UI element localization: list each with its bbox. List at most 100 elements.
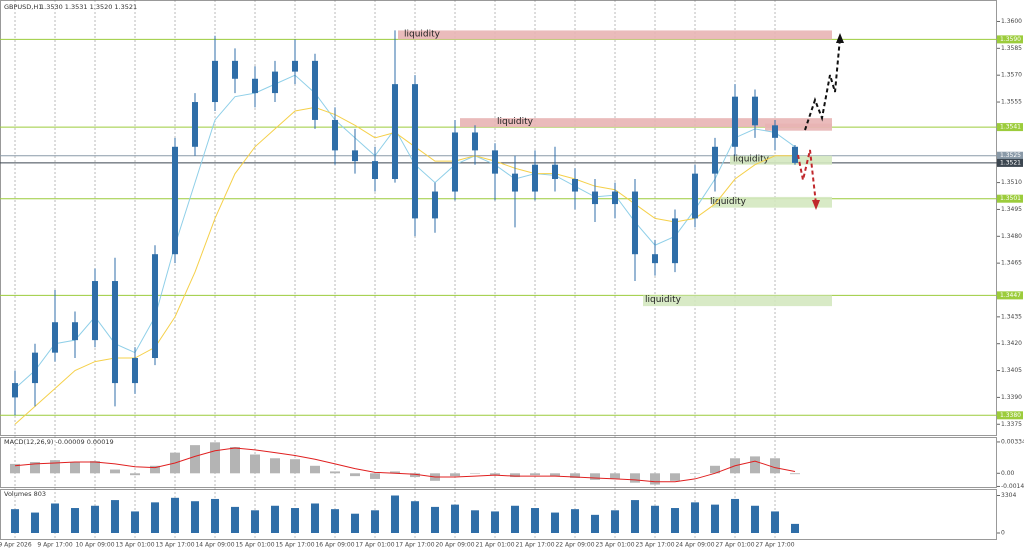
macd-bar: [750, 456, 760, 474]
volume-bar: [191, 501, 199, 533]
x-tick-label: 27 Apr 01:00: [715, 542, 754, 549]
candle-body: [732, 96, 738, 147]
macd-bar: [10, 463, 20, 474]
macd-bar: [250, 454, 260, 474]
volume-bar: [451, 504, 459, 533]
macd-bar: [290, 459, 300, 474]
candle-body: [12, 383, 18, 398]
macd-bar: [70, 462, 80, 474]
candle-body: [112, 281, 118, 384]
candle-body: [672, 218, 678, 264]
y-tick-label: 3304: [1001, 492, 1016, 499]
level-tag: [997, 411, 1023, 420]
x-tick-label: 24 Apr 09:00: [675, 542, 714, 549]
candle-body: [312, 60, 318, 120]
candle-body: [632, 191, 638, 255]
moving-average: [14, 74, 796, 389]
volume-bar: [391, 495, 399, 533]
macd-bar: [410, 473, 420, 478]
y-tick-label: 1.3600: [1001, 18, 1022, 25]
level-tag: [997, 158, 1023, 167]
y-tick-label: 1.3585: [1001, 45, 1022, 52]
liquidity-zone: [398, 30, 832, 40]
macd-bar: [30, 462, 40, 474]
macd-signal: [14, 447, 796, 483]
volume-bar: [131, 511, 139, 533]
macd-bar: [310, 465, 320, 474]
macd-bar: [150, 465, 160, 474]
candle-body: [92, 281, 98, 341]
x-tick-label: 27 Apr 17:00: [755, 542, 794, 549]
volume-bar: [311, 503, 319, 533]
candle-body: [352, 150, 358, 162]
volume-bar: [231, 506, 239, 533]
x-tick-label: 21 Apr 17:00: [515, 542, 554, 549]
candle-body: [412, 84, 418, 219]
y-tick-label: 1.3495: [1001, 206, 1022, 213]
macd-bar: [690, 473, 700, 474]
macd-bar: [450, 473, 460, 477]
candle-body: [652, 254, 658, 264]
level-label: 1.3590: [1000, 36, 1021, 43]
volume-bar: [31, 512, 39, 533]
y-tick-label: 1.3480: [1001, 233, 1022, 240]
macd-bar: [510, 473, 520, 478]
chart-title: GBPUSD,H1: [4, 3, 42, 11]
macd-bar: [490, 473, 500, 476]
volume-bar: [671, 508, 679, 533]
candle-body: [532, 164, 538, 192]
candle-body: [392, 84, 398, 180]
y-tick-label: 0.00334: [1001, 438, 1024, 445]
volume-bar: [331, 509, 339, 533]
volume-bar: [271, 505, 279, 533]
y-tick-label: 1.3375: [1001, 421, 1022, 428]
volume-bar: [211, 498, 219, 533]
x-tick-label: 15 Apr 01:00: [235, 542, 274, 549]
candle-body: [612, 191, 618, 205]
level-tag: [997, 194, 1023, 203]
x-tick-label: 22 Apr 09:00: [555, 542, 594, 549]
volume-bar: [771, 511, 779, 533]
moving-average: [14, 106, 795, 425]
liquidity-label: liquidity: [733, 155, 770, 165]
volume-bar: [111, 500, 119, 533]
candle-body: [552, 164, 558, 180]
macd-bar: [230, 447, 240, 474]
liquidity-zone: [460, 118, 832, 128]
macd-bar: [670, 473, 680, 481]
volume-bar: [731, 498, 739, 533]
y-tick-label: -0.0014: [1001, 483, 1024, 490]
bear-arrow-head: [812, 200, 820, 210]
y-tick-label: 1.3465: [1001, 260, 1022, 267]
x-tick-label: 16 Apr 09:00: [315, 542, 354, 549]
candle-body: [32, 352, 38, 384]
level-label: 1.3521: [1000, 159, 1021, 166]
x-tick-label: 17 Apr 17:00: [395, 542, 434, 549]
volume-bar: [11, 509, 19, 533]
volume-bar: [251, 510, 259, 533]
x-tick-label: 17 Apr 01:00: [355, 542, 394, 549]
macd-frame: [0, 437, 997, 488]
liquidity-zone: [730, 155, 832, 165]
level-tag: [997, 35, 1023, 44]
level-tag: [997, 151, 1023, 160]
y-tick-label: 0: [1001, 530, 1005, 537]
volume-bar: [291, 508, 299, 533]
volume-bar: [51, 503, 59, 533]
volume-bar: [91, 505, 99, 533]
candle-body: [272, 71, 278, 94]
candle-body: [332, 119, 338, 151]
volume-bar: [171, 497, 179, 533]
macd-bar: [650, 473, 660, 485]
level-tag: [997, 123, 1023, 132]
macd-bar: [190, 445, 200, 474]
annotations: liquidity liquidity liquidity liquidity liqu…: [398, 29, 832, 307]
volume-bar: [751, 505, 759, 533]
candle-body: [572, 179, 578, 192]
macd-bar: [590, 473, 600, 480]
volume-title: Volumes 803: [4, 490, 46, 498]
candle-body: [192, 102, 198, 147]
candle-body: [592, 191, 598, 205]
